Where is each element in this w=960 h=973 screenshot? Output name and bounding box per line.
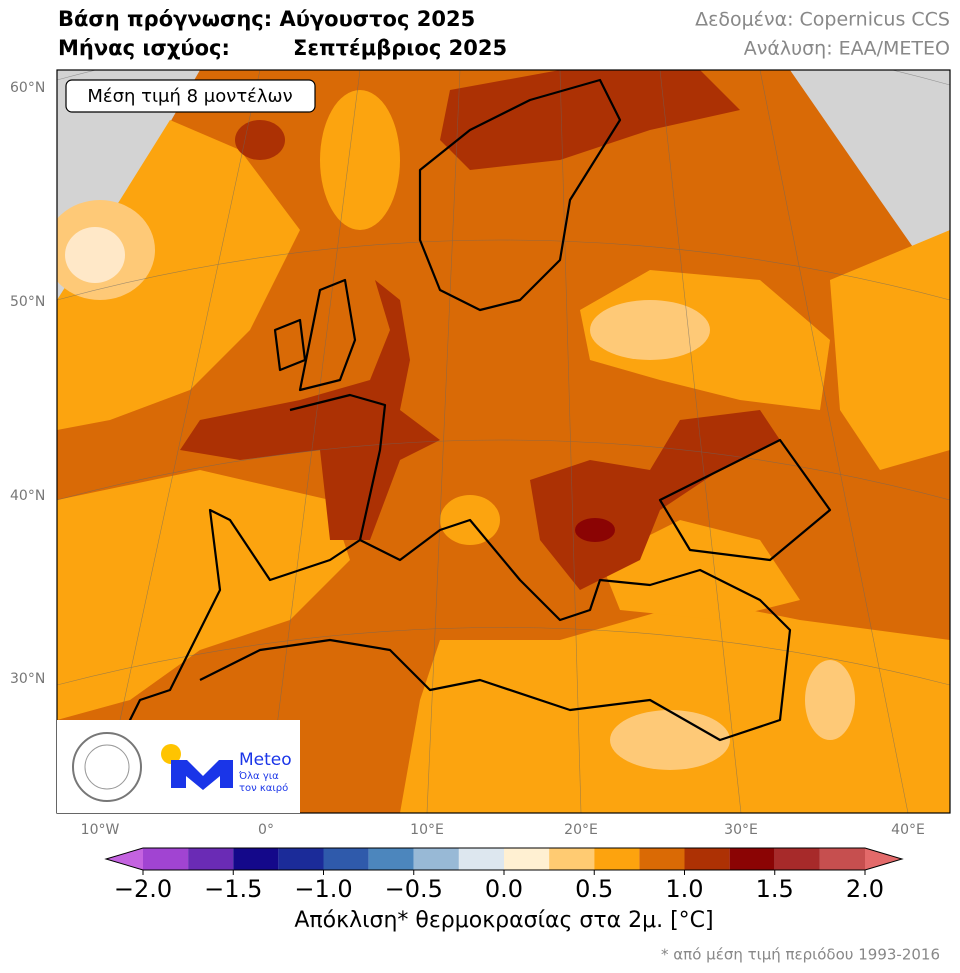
observatory-seal: [84, 744, 130, 790]
colorbar-segment: [774, 848, 820, 870]
colorbar-segment: [188, 848, 234, 870]
logo-name: Meteo: [239, 750, 292, 770]
colorbar-label: Απόκλιση* θερμοκρασίας στα 2μ. [°C]: [294, 908, 713, 933]
colorbar-segment: [368, 848, 414, 870]
logo-tagline: Όλα για: [238, 770, 279, 782]
colorbar-segment: [729, 848, 775, 870]
colorbar-tick-label: −0.5: [385, 875, 443, 903]
colorbar-tick-label: 2.0: [846, 875, 884, 903]
coastline: [98, 78, 832, 813]
colorbar-segment: [504, 848, 550, 870]
colorbar-segment: [594, 848, 640, 870]
colorbar-extend: [865, 848, 902, 870]
logo-mark: [171, 760, 233, 790]
inset-label: Μέση τιμή 8 μοντέλων: [87, 86, 292, 107]
colorbar-segment: [233, 848, 279, 870]
footnote: * από μέση τιμή περιόδου 1993-2016: [661, 946, 940, 964]
source: Δεδομένα: Copernicus CCS: [695, 9, 950, 31]
map: Μέση τιμή 8 μοντέλων Meteo Όλα για τον κ…: [56, 69, 951, 814]
inset-box: [65, 79, 316, 113]
colorbar-tick-label: 1.0: [665, 875, 703, 903]
colorbar-tick-label: −1.0: [294, 875, 352, 903]
lat-label: 40°N: [10, 488, 45, 504]
colorbar-extend: [106, 848, 143, 870]
lon-label: 40°E: [891, 822, 925, 838]
map-frame: [56, 69, 951, 814]
colorbar-segment: [278, 848, 324, 870]
field-pale: [65, 227, 125, 283]
colorbar-tick-label: 0.0: [485, 875, 523, 903]
lat-label: 50°N: [10, 294, 45, 310]
lat-label: 60°N: [10, 80, 45, 96]
colorbar-segment: [458, 848, 504, 870]
valid-month-label: Μήνας ισχύος:: [58, 36, 230, 60]
observatory-seal: [72, 732, 142, 802]
colorbar-segment: [549, 848, 595, 870]
logo-tagline: τον καιρό: [239, 782, 288, 794]
lat-label: 30°N: [10, 671, 45, 687]
colorbar-segment: [143, 848, 189, 870]
logo-sun: [161, 744, 181, 764]
colorbar-tick-label: 1.5: [756, 875, 794, 903]
valid-month: Σεπτέμβριος 2025: [293, 36, 507, 60]
colorbar-tick-label: 0.5: [575, 875, 613, 903]
colorbar-tick-label: −1.5: [204, 875, 262, 903]
field-darkred: [575, 518, 615, 542]
lon-label: 30°E: [724, 822, 758, 838]
colorbar-segment: [323, 848, 369, 870]
graticule: [57, 70, 950, 813]
no-data: [790, 70, 950, 300]
colorbar: −2.0 −1.5 −1.0 −0.5 0.0 0.5 1.0 1.5 2.0 Απόκλιση*…: [104, 847, 940, 964]
colorbar-segment: [684, 848, 730, 870]
lon-label: 20°E: [564, 822, 598, 838]
forecast-base: Βάση πρόγνωσης: Αύγουστος 2025: [58, 7, 475, 31]
analysis: Ανάλυση: ΕΑΑ/METEO: [744, 38, 950, 60]
lon-label: 10°E: [410, 822, 444, 838]
colorbar-segment: [819, 848, 865, 870]
colorbar-segment: [639, 848, 685, 870]
lon-label: 0°: [258, 822, 274, 838]
colorbar-segment: [413, 848, 459, 870]
lon-label: 10°W: [81, 822, 120, 838]
colorbar-tick-label: −2.0: [114, 875, 172, 903]
